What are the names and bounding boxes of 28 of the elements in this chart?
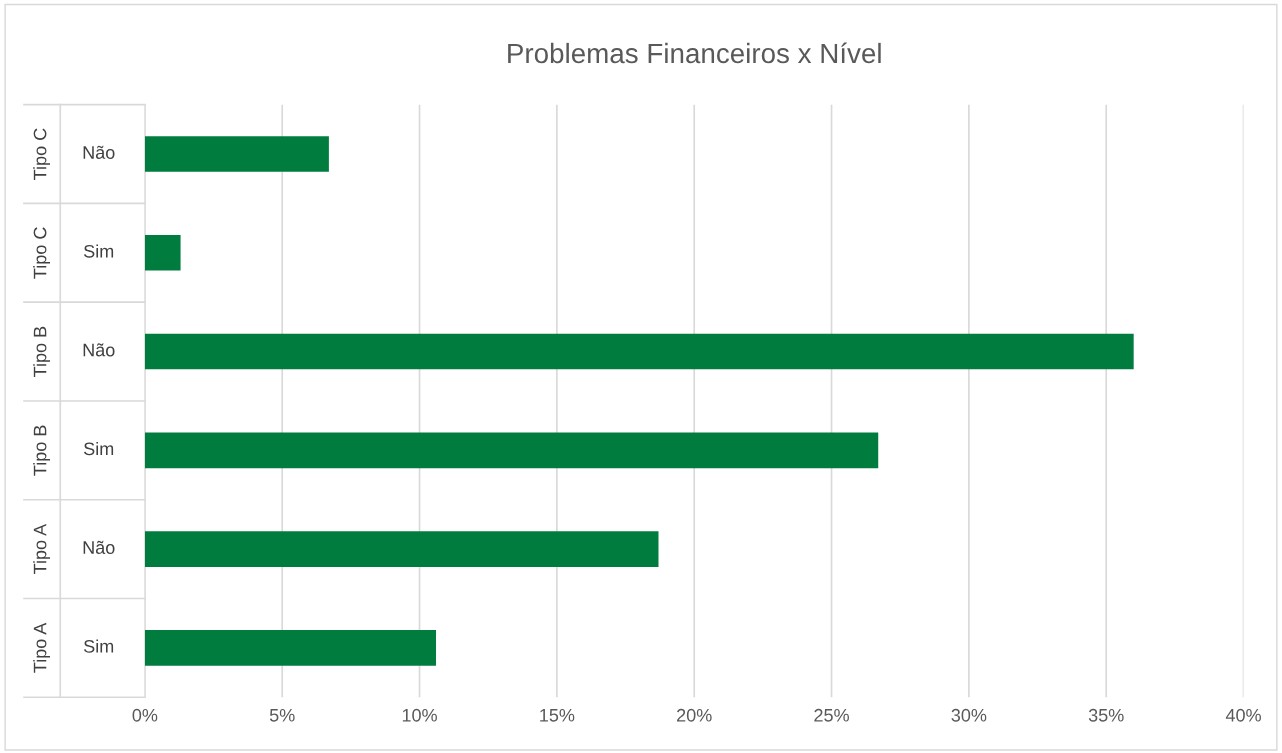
bar: [144, 136, 329, 172]
x-tick-label: 15%: [540, 708, 575, 722]
bar: [144, 235, 181, 271]
y-tick-label: Não: [83, 343, 115, 357]
x-tick-label: 25%: [814, 708, 849, 722]
bar: [144, 333, 1134, 370]
y-tick-label: Sim: [84, 244, 114, 258]
x-tick-label: 35%: [1088, 708, 1124, 722]
y-tick-label: Não: [83, 145, 115, 159]
x-tick-label: 40%: [1225, 708, 1261, 722]
x-tick-label: 30%: [951, 708, 987, 722]
x-tick-label: 0%: [132, 708, 158, 722]
text: Tipo A: [33, 523, 51, 574]
chart-title: Problemas Financeiros x Nível: [508, 42, 881, 64]
x-tick-label: 5%: [269, 708, 295, 722]
text: Tipo A: [33, 622, 51, 673]
bar: [144, 531, 659, 567]
text: Tipo B: [33, 326, 51, 377]
y-tick-label: Não: [83, 540, 115, 554]
y-tick-label: Sim: [84, 639, 114, 653]
text: Tipo B: [33, 425, 51, 476]
bar: [144, 432, 879, 469]
text: Tipo C: [33, 227, 51, 279]
x-tick-label: 10%: [402, 708, 437, 722]
bar: [144, 630, 437, 666]
text: Tipo C: [33, 128, 51, 180]
y-tick-label: Sim: [84, 441, 114, 456]
x-tick-label: 20%: [677, 708, 712, 722]
